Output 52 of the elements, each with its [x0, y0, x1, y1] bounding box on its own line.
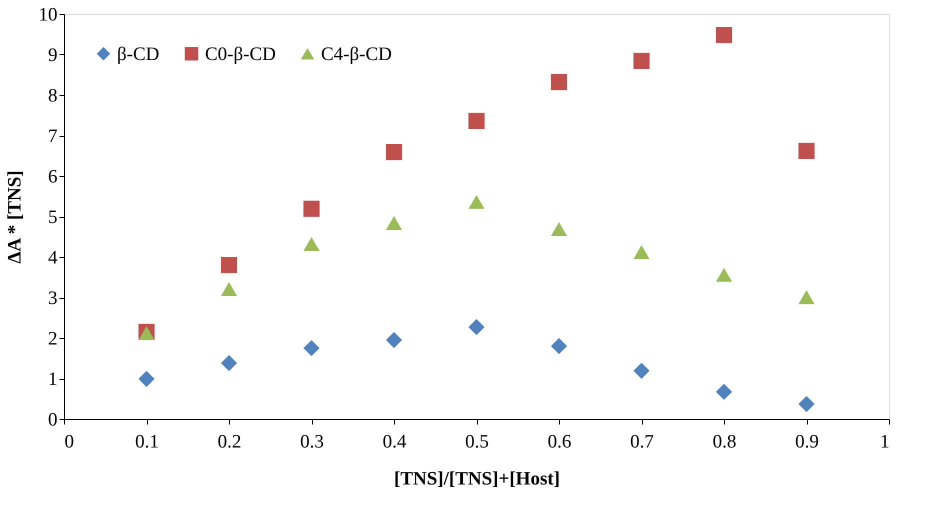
- x-tick-label: 0.9: [795, 432, 819, 452]
- y-tick-label: 6: [48, 166, 58, 188]
- point: [550, 338, 568, 354]
- point: [798, 142, 815, 159]
- y-tick-label: 9: [48, 45, 58, 66]
- legend-label: C4-β-CD: [321, 44, 392, 65]
- point: [550, 222, 568, 236]
- point: [138, 370, 155, 387]
- point: [550, 74, 568, 90]
- y-axis-title: ΔA * [TNS]: [4, 170, 26, 264]
- y-tick-label: 4: [48, 248, 58, 268]
- y-tick-label: 3: [48, 288, 58, 309]
- point: [303, 237, 320, 252]
- y-tick-label: 7: [48, 126, 58, 147]
- point: [716, 268, 732, 282]
- x-tick-label: 1: [880, 432, 890, 452]
- point: [220, 282, 238, 296]
- point: [798, 396, 815, 412]
- point: [220, 355, 238, 372]
- point: [386, 216, 402, 230]
- x-axis-title: [TNS]/[TNS]+[Host]: [394, 468, 560, 490]
- x-tick-label: 0.5: [465, 432, 489, 452]
- x-tick-label: 0.2: [218, 432, 242, 452]
- y-tick-label: 8: [48, 86, 58, 106]
- legend-label: β-CD: [117, 44, 160, 65]
- x-tick-label: 0.3: [300, 432, 324, 452]
- point: [633, 245, 650, 260]
- point: [386, 144, 402, 160]
- point: [303, 200, 320, 217]
- y-tick-label: 2: [48, 328, 58, 350]
- point: [468, 319, 485, 336]
- x-tick-label: 0: [64, 432, 74, 452]
- point: [716, 384, 732, 400]
- y-tick-label: 1: [48, 369, 58, 390]
- x-tick-label: 0.8: [712, 432, 736, 452]
- legend-label: C0-β-CD: [205, 44, 276, 65]
- y-tick-label: 10: [38, 4, 58, 26]
- point: [633, 52, 650, 70]
- point: [798, 290, 815, 304]
- point: [303, 340, 320, 356]
- y-tick-label: 0: [48, 410, 58, 430]
- y-tick-label: 5: [48, 207, 58, 228]
- point: [468, 112, 485, 129]
- x-tick-label: 0.4: [382, 432, 407, 452]
- point: [220, 257, 238, 274]
- x-tick-label: 0.6: [548, 432, 572, 452]
- point: [468, 194, 485, 209]
- point: [633, 362, 650, 379]
- point: [386, 332, 402, 348]
- x-tick-label: 0.7: [630, 432, 654, 452]
- point: [716, 27, 732, 44]
- x-tick-label: 0.1: [135, 432, 159, 452]
